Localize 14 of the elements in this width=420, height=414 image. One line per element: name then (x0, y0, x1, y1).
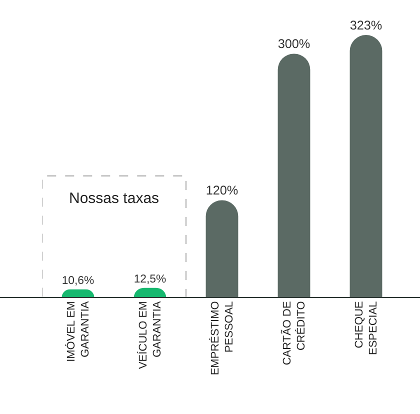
x-tick-label: VEÍCULO EM GARANTIA (136, 300, 164, 370)
annotation: Nossas taxas (69, 190, 160, 207)
bar (278, 54, 310, 298)
data-label: 120% (206, 184, 238, 198)
data-label: 12,5% (134, 273, 166, 286)
x-tick-label: CARTÃO DE CRÉDITO (280, 300, 308, 366)
data-label: 10,6% (62, 274, 94, 287)
x-tick-label: EMPRÉSTIMO PESSOAL (208, 300, 236, 376)
bar (350, 35, 382, 298)
data-label: 300% (278, 37, 310, 52)
data-label: 323% (350, 18, 382, 32)
bar (206, 200, 238, 298)
x-tick-label: CHEQUE ESPECIAL (353, 301, 380, 356)
x-tick-label: IMÓVEL EM GARANTIA (64, 300, 92, 362)
